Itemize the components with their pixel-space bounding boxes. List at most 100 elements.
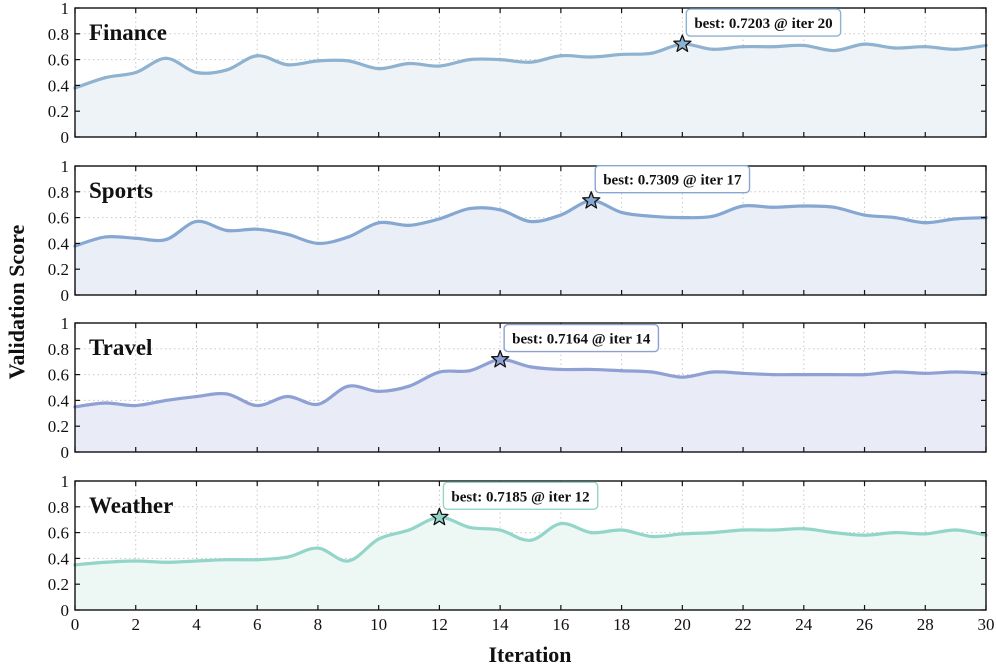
data-point — [832, 205, 836, 209]
data-point — [225, 68, 229, 72]
y-tick-label: 0 — [61, 601, 70, 620]
data-point — [711, 370, 715, 374]
data-point — [285, 232, 290, 236]
best-annotation-box — [685, 8, 842, 37]
data-point — [437, 64, 441, 68]
data-point — [862, 533, 867, 537]
data-point — [103, 401, 107, 405]
panel-frame — [74, 165, 987, 296]
data-point — [954, 47, 958, 51]
data-point — [862, 213, 867, 217]
panel-frame — [74, 7, 987, 138]
x-tick-label: 6 — [253, 615, 262, 634]
data-point — [194, 559, 199, 563]
x-tick-label: 20 — [674, 615, 691, 634]
data-point — [528, 219, 533, 224]
data-point — [620, 528, 624, 532]
data-point — [316, 546, 320, 550]
series-area — [75, 200, 986, 295]
data-point — [741, 371, 745, 375]
best-annotation-box — [594, 165, 751, 194]
x-tick-label: 30 — [978, 615, 995, 634]
data-point — [771, 205, 776, 209]
data-point — [771, 373, 776, 377]
data-point — [255, 227, 259, 231]
data-point — [285, 63, 290, 67]
data-point — [316, 402, 320, 406]
data-point — [832, 373, 836, 377]
x-tick-label: 24 — [795, 615, 813, 634]
data-point — [589, 55, 593, 59]
data-point — [346, 384, 350, 388]
y-tick-label: 1 — [61, 0, 70, 18]
panel-title: Finance — [89, 20, 167, 45]
data-point — [225, 392, 229, 396]
data-point — [680, 532, 684, 536]
data-point — [134, 236, 138, 240]
data-point — [103, 76, 107, 80]
data-point — [285, 394, 290, 399]
panel-frame — [74, 322, 987, 453]
y-tick-label: 0.4 — [48, 549, 70, 568]
data-point — [862, 373, 867, 377]
data-point — [923, 371, 927, 375]
data-point — [468, 206, 472, 211]
data-point — [771, 528, 776, 532]
y-tick-label: 0.2 — [48, 417, 69, 436]
data-point — [559, 213, 563, 217]
data-point — [528, 538, 533, 542]
x-tick-label: 26 — [856, 615, 873, 634]
data-point — [771, 45, 776, 49]
data-point — [468, 58, 472, 62]
data-point — [802, 43, 806, 48]
data-point — [194, 70, 199, 75]
data-point — [164, 237, 168, 242]
x-tick-label: 10 — [370, 615, 387, 634]
panel-frame — [74, 480, 987, 611]
data-point — [255, 558, 259, 562]
data-point — [923, 45, 927, 49]
data-point — [134, 559, 138, 563]
panel-title: Sports — [89, 178, 153, 203]
data-point — [377, 537, 381, 541]
data-point — [103, 560, 107, 564]
data-point — [620, 52, 624, 57]
y-tick-label: 0.4 — [48, 234, 70, 253]
data-point — [316, 59, 320, 63]
data-point — [893, 531, 897, 535]
series-area — [75, 44, 986, 137]
data-point — [650, 51, 654, 55]
y-tick-label: 0.4 — [48, 391, 70, 410]
x-tick-label: 0 — [71, 615, 80, 634]
data-point — [832, 531, 836, 535]
best-annotation-box — [503, 323, 660, 353]
data-point — [954, 217, 958, 221]
data-point — [377, 67, 381, 71]
data-point — [498, 528, 502, 532]
data-point — [528, 365, 533, 369]
x-tick-label: 22 — [735, 615, 752, 634]
y-axis-title: Validation Score — [4, 224, 29, 379]
best-marker — [490, 349, 510, 368]
y-tick-label: 0.8 — [48, 498, 69, 517]
data-point — [437, 370, 441, 374]
best-marker — [673, 34, 692, 53]
best-marker — [430, 507, 449, 526]
data-point — [711, 531, 715, 535]
x-tick-label: 8 — [314, 615, 323, 634]
x-tick-label: 28 — [917, 615, 934, 634]
y-tick-label: 0 — [61, 443, 70, 462]
data-point — [802, 204, 806, 208]
data-point — [832, 48, 836, 53]
data-point — [437, 217, 441, 221]
y-tick-label: 0.8 — [48, 183, 69, 202]
y-tick-label: 1 — [61, 157, 70, 176]
data-point — [377, 389, 381, 393]
x-tick-label: 12 — [431, 615, 448, 634]
best-annotation: best: 0.7164 @ iter 14 — [512, 332, 651, 348]
data-point — [954, 370, 958, 374]
panel-weather: 0 0.2 0.4 0.6 0.8 1 Weather best: 0.7185 @ iter… — [48, 472, 995, 634]
y-tick-label: 0.6 — [48, 366, 69, 385]
